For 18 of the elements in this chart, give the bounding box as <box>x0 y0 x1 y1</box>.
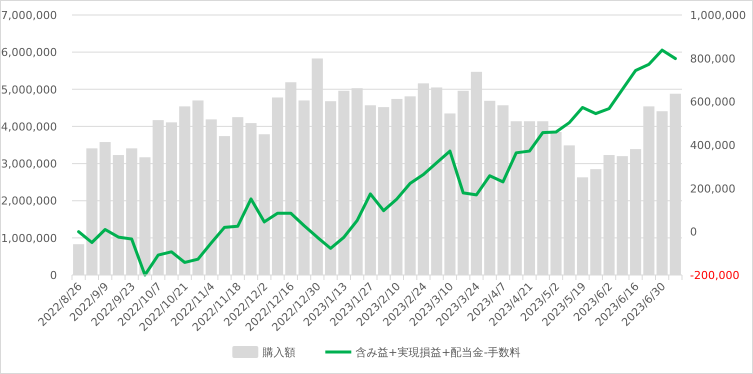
legend-label: 購入額 <box>262 346 296 359</box>
y-tick-label: 3,000,000 <box>1 158 57 171</box>
y-tick-label: 1,000,000 <box>1 232 57 245</box>
y2-tick-label: 0 <box>690 226 697 239</box>
y-tick-label: 6,000,000 <box>1 46 57 60</box>
y2-tick-label: -200,000 <box>690 269 740 282</box>
y2-tick-label: 600,000 <box>690 96 736 109</box>
legend-label: 含み益+実現損益+配当金-手数料 <box>355 346 521 359</box>
y-tick-label: 2,000,000 <box>1 194 57 208</box>
y2-tick-label: 200,000 <box>690 182 736 196</box>
y-tick-label: 4,000,000 <box>1 120 57 134</box>
y-tick-label: 7,000,000 <box>1 9 57 22</box>
y2-tick-label: 800,000 <box>690 52 736 66</box>
line-series <box>77 48 677 276</box>
y-tick-label: 5,000,000 <box>1 83 57 96</box>
y2-tick-label: 1,000,000 <box>690 9 746 22</box>
y2-tick-label: 400,000 <box>690 139 736 152</box>
y-tick-label: 0 <box>50 269 57 282</box>
